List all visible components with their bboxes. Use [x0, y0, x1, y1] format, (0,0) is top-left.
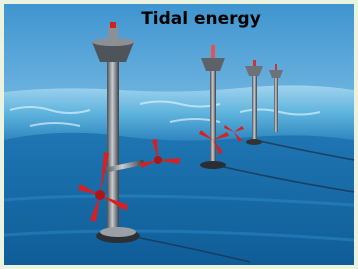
background — [4, 4, 354, 265]
shape — [252, 70, 257, 142]
shape — [154, 156, 162, 164]
title: Tidal energy — [141, 9, 261, 29]
shape — [95, 190, 105, 200]
shape — [4, 85, 354, 140]
shape — [100, 227, 136, 237]
shape — [274, 72, 278, 132]
shape — [246, 139, 262, 145]
shape — [253, 60, 256, 66]
shape — [107, 60, 119, 232]
shape — [210, 66, 216, 162]
shape — [108, 26, 118, 42]
page: {"title": "Tidal energy"} — [0, 0, 358, 269]
shape — [211, 45, 215, 58]
shape — [275, 64, 277, 70]
shape — [110, 22, 116, 28]
scene: Tidal energy — [0, 0, 358, 269]
shape — [200, 161, 226, 169]
